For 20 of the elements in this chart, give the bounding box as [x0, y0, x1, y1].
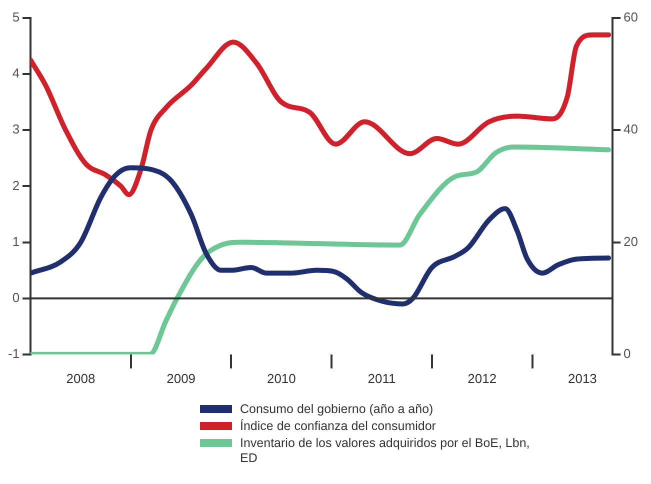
y-tick-label: 1 — [12, 234, 20, 249]
y2-tick-label: 60 — [624, 10, 638, 25]
y-tick-label: 5 — [12, 10, 20, 25]
legend-label: Inventario de los valores adquiridos por el BoE, Lbn, ED — [240, 436, 531, 466]
y2-tick-label: 20 — [624, 234, 638, 249]
y-tick-label: 0 — [12, 290, 20, 305]
y-tick-label: 2 — [12, 178, 20, 193]
y2-tick-label: 40 — [624, 122, 638, 137]
y2-tick-label: 0 — [624, 346, 631, 361]
x-tick-label: 2008 — [66, 370, 96, 386]
x-tick-label: 2009 — [166, 370, 196, 386]
y-tick-label: 4 — [12, 66, 20, 81]
y-tick-label: 3 — [12, 122, 20, 137]
x-tick-label: 2012 — [468, 370, 497, 386]
y-tick-label: -1 — [8, 346, 20, 361]
legend-label: Índice de confianza del consumidor — [240, 419, 436, 434]
x-tick-label: 2010 — [266, 370, 296, 386]
x-tick-label: 2013 — [568, 370, 597, 386]
x-tick-label: 2011 — [368, 370, 396, 386]
legend-label: Consumo del gobierno (año a año) — [240, 402, 434, 417]
